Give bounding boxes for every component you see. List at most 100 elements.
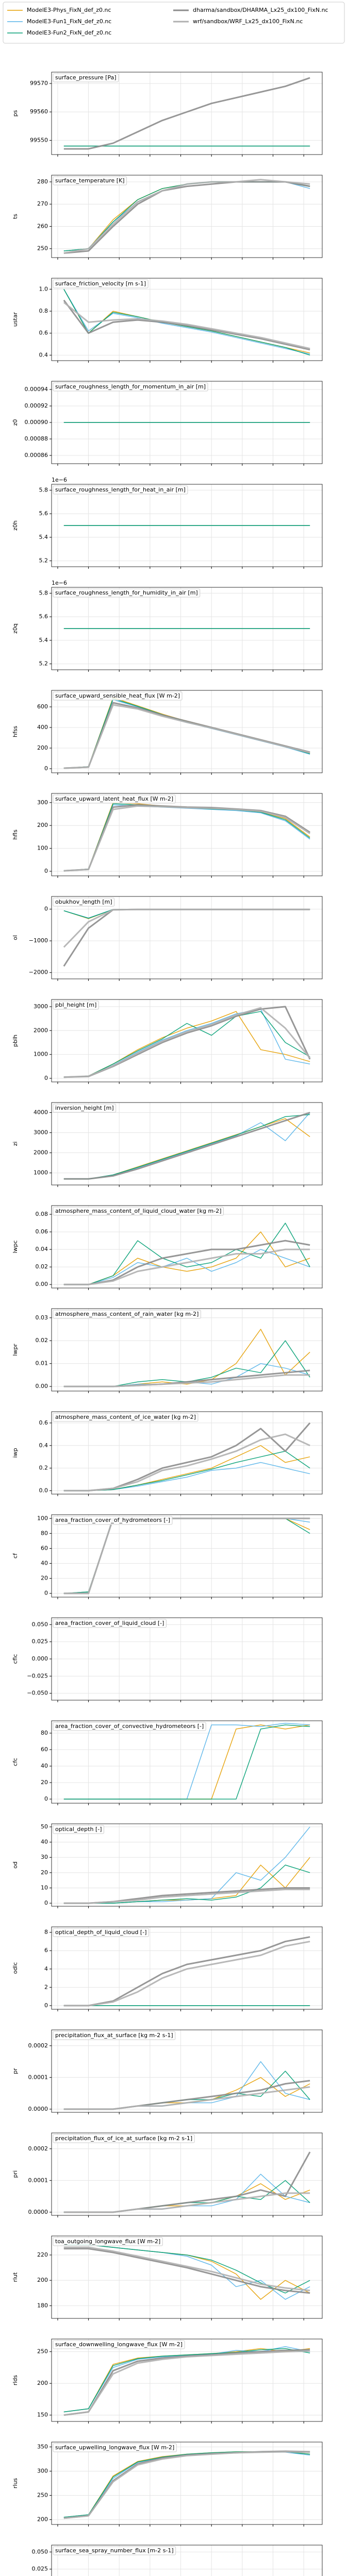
- y-tick-label: 0.000: [32, 1655, 48, 1662]
- series-line: [63, 908, 310, 948]
- plot-area: [52, 999, 322, 1082]
- legend-label: ModelE3-Phys_FixN_def_z0.nc: [27, 7, 111, 13]
- y-axis-label: pri: [12, 2171, 19, 2178]
- y-tick-label: 8: [44, 1929, 48, 1936]
- y-tick-label: 0.025: [32, 2566, 48, 2572]
- legend-label: ModelE3-Fun2_FixN_def_z0.nc: [27, 29, 111, 36]
- y-tick-label: 0.06: [36, 1228, 48, 1235]
- y-tick-label: 0.8: [39, 308, 48, 314]
- y-tick-label: 5.2: [39, 660, 48, 667]
- series-line: [63, 2244, 310, 2294]
- panel: 5.2 5.4 5.6 5.8 surface_roughness_length_for…: [12, 580, 323, 672]
- panel-title: obukhov_length [m]: [55, 899, 112, 905]
- series-line: [63, 77, 310, 150]
- title-box: [53, 2443, 177, 2452]
- y-axis-label: cfc: [12, 1758, 19, 1766]
- panel: 0.00 0.02 0.04 0.06 0.08 atmosphere_mass_cont…: [12, 1205, 323, 1290]
- y-tick-label: 0.04: [36, 1246, 48, 1252]
- title-box: [53, 73, 119, 82]
- title-box: [53, 1001, 99, 1010]
- frame: [51, 1102, 323, 1185]
- y-tick-label: 200: [37, 822, 48, 828]
- y-tick-label: 250: [37, 245, 48, 252]
- y-tick-label: 0.0000: [28, 2209, 48, 2215]
- frame: [51, 484, 323, 567]
- y-tick-label: 5.8: [39, 486, 48, 493]
- y-axis-label: cflc: [12, 1654, 19, 1664]
- title-box: [53, 1825, 104, 1834]
- y-axis-label: pr: [12, 2068, 19, 2074]
- frame: [51, 999, 323, 1082]
- series-line: [63, 1112, 310, 1180]
- title-box: [53, 691, 183, 701]
- frame: [51, 2545, 323, 2576]
- panel-title: surface_temperature [K]: [55, 177, 125, 184]
- panel: 180 200 220 toa_outgoing_longwave_flux [W m…: [12, 2235, 323, 2320]
- frame: [51, 1823, 323, 1907]
- series-line: [63, 1223, 310, 1285]
- y-tick-label: 250: [37, 2492, 48, 2499]
- panel-title: precipitation_flux_at_surface [kg m-2 s-…: [55, 2032, 173, 2039]
- frame: [51, 1308, 323, 1392]
- plot-area: [52, 2030, 322, 2112]
- panel: 0.0000 0.0001 0.0002 precipitation_flux_at_…: [12, 2029, 323, 2114]
- y-tick-label: 200: [37, 2516, 48, 2523]
- panel-title: area_fraction_cover_of_liquid_cloud [-]: [55, 1620, 164, 1626]
- title-box: [53, 1722, 206, 1731]
- frame: [51, 1926, 323, 2010]
- panel-title: atmosphere_mass_content_of_ice_water [kg…: [55, 1414, 196, 1420]
- y-tick-label: 200: [37, 2380, 48, 2386]
- y-tick-label: 100: [37, 845, 48, 852]
- y-tick-label: 0: [44, 868, 48, 874]
- y-axis-label: pblh: [12, 1035, 19, 1047]
- frame: [51, 896, 323, 979]
- title-box: [53, 1413, 198, 1422]
- y-tick-label: 5.4: [39, 534, 48, 540]
- series-line: [63, 179, 310, 254]
- y-tick-label: 0: [44, 2002, 48, 2009]
- y-axis-label: rlds: [12, 2375, 19, 2386]
- series-line: [63, 2451, 310, 2519]
- offset-text: 1e−6: [52, 477, 67, 483]
- panel-title: surface_friction_velocity [m s-1]: [55, 280, 146, 287]
- y-tick-label: 0.00092: [25, 402, 48, 409]
- frame: [51, 1514, 323, 1598]
- panel-title: optical_depth [-]: [55, 1826, 102, 1833]
- frame: [51, 1411, 323, 1495]
- plot-area: [52, 1927, 322, 2009]
- frame: [51, 2442, 323, 2525]
- title-box: [53, 2237, 163, 2246]
- series-line: [63, 301, 310, 349]
- y-tick-label: 1.0: [39, 285, 48, 292]
- y-tick-label: 99550: [30, 137, 48, 143]
- y-tick-label: 5.2: [39, 557, 48, 564]
- legend-label: ModelE3-Fun1_FixN_def_z0.nc: [27, 18, 111, 25]
- y-tick-label: 99560: [30, 108, 48, 115]
- legend-label: wrf/sandbox/WRF_Lx25_dx100_FixN.nc: [193, 18, 303, 25]
- series-line: [63, 1011, 310, 1078]
- title-box: [53, 382, 208, 392]
- y-axis-label: iwp: [12, 1448, 19, 1458]
- panel: 0 10 20 30 40 50 optical_depth [-] od: [12, 1823, 323, 1908]
- y-tick-label: 0.4: [39, 1442, 48, 1449]
- y-tick-label: 0.0000: [28, 2106, 48, 2112]
- y-tick-label: 0: [44, 1900, 48, 1906]
- y-tick-label: 30: [41, 1854, 48, 1860]
- panel: −0.050 −0.025 0.000 0.025 0.050 area_fraction…: [12, 1617, 323, 1702]
- panel-title: area_fraction_cover_of_hydrometeors [-]: [55, 1517, 170, 1523]
- title-box: [53, 485, 188, 495]
- series-line: [63, 2348, 310, 2413]
- plot-area: [52, 278, 322, 361]
- frame: [51, 278, 323, 361]
- panel-title: surface_roughness_length_for_momentum_in…: [55, 383, 206, 390]
- y-axis-label: rlus: [12, 2478, 19, 2489]
- panel: 1000 2000 3000 4000 inversion_height [m] zi: [12, 1102, 323, 1187]
- panel-title: surface_upward_sensible_heat_flux [W m-2…: [55, 692, 180, 699]
- title-box: [53, 2134, 195, 2143]
- series-line: [63, 181, 310, 254]
- y-tick-label: 2000: [34, 1027, 48, 1033]
- series-line: [63, 2246, 310, 2292]
- y-tick-label: −0.050: [27, 1690, 48, 1697]
- title-box: [53, 1104, 117, 1113]
